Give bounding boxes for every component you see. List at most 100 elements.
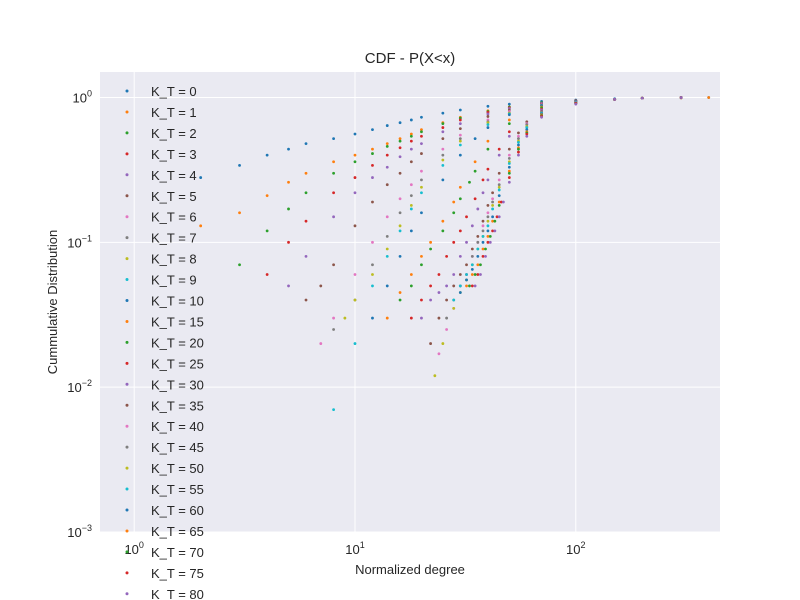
data-point xyxy=(332,191,335,195)
data-point xyxy=(452,284,456,288)
data-point xyxy=(468,284,471,288)
data-point xyxy=(486,104,490,108)
data-point xyxy=(517,140,520,144)
legend-marker xyxy=(125,89,129,93)
data-point xyxy=(265,273,269,276)
data-point xyxy=(613,98,617,101)
legend-label: K_T = 65 xyxy=(151,524,204,539)
data-point xyxy=(517,150,520,154)
data-point xyxy=(465,263,468,267)
data-point xyxy=(479,273,482,276)
data-point xyxy=(476,207,480,211)
data-point xyxy=(441,126,445,129)
y-tick-label: 10−3 xyxy=(67,523,92,540)
data-point xyxy=(371,128,374,132)
data-point xyxy=(441,147,445,151)
data-point xyxy=(437,291,441,294)
legend-label: K_T = 5 xyxy=(151,189,197,204)
data-point xyxy=(476,263,480,267)
data-point xyxy=(507,169,511,173)
data-point xyxy=(409,284,413,288)
data-point xyxy=(445,254,449,258)
data-point xyxy=(420,254,423,258)
data-point xyxy=(332,171,335,175)
data-point xyxy=(398,254,402,258)
data-point xyxy=(420,185,423,189)
data-point xyxy=(429,342,432,345)
data-point xyxy=(468,180,471,184)
legend-label: K_T = 15 xyxy=(151,314,204,329)
data-point xyxy=(398,298,402,302)
data-point xyxy=(409,118,413,122)
y-tick-label: 100 xyxy=(73,89,92,106)
data-point xyxy=(491,191,494,195)
legend-label: K_T = 25 xyxy=(151,356,204,371)
data-point xyxy=(441,178,445,182)
x-tick-label: 100 xyxy=(124,540,143,557)
data-point xyxy=(304,171,308,175)
data-point xyxy=(199,176,203,179)
data-point xyxy=(507,156,511,160)
legend-marker xyxy=(125,131,129,135)
data-point xyxy=(473,197,477,201)
legend-label: K_T = 0 xyxy=(151,84,197,99)
data-point xyxy=(420,263,423,267)
data-point xyxy=(495,215,499,219)
legend-label: K_T = 30 xyxy=(151,377,204,392)
data-point xyxy=(433,374,437,378)
legend-label: K_T = 1 xyxy=(151,105,197,120)
data-point xyxy=(465,240,468,244)
data-point xyxy=(445,316,449,320)
data-point xyxy=(420,128,423,132)
data-point xyxy=(452,306,456,310)
legend-marker xyxy=(125,299,129,302)
data-point xyxy=(525,128,529,132)
data-point xyxy=(497,153,501,157)
data-point xyxy=(398,197,402,201)
data-point xyxy=(574,102,578,106)
data-point xyxy=(332,215,335,219)
data-point xyxy=(484,254,487,258)
data-point xyxy=(385,215,389,219)
data-point xyxy=(640,96,644,100)
data-point xyxy=(473,273,477,276)
data-point xyxy=(452,298,456,302)
data-point xyxy=(445,298,449,302)
data-point xyxy=(458,108,462,112)
data-point xyxy=(441,219,445,223)
data-point xyxy=(409,229,413,233)
data-point xyxy=(332,137,335,141)
data-point xyxy=(476,247,480,251)
data-point xyxy=(287,207,290,211)
legend-label: K_T = 70 xyxy=(151,545,204,560)
x-tick-label: 102 xyxy=(566,540,585,557)
data-point xyxy=(486,147,490,151)
legend-label: K_T = 8 xyxy=(151,252,197,267)
legend-marker xyxy=(125,361,129,365)
data-point xyxy=(398,137,402,141)
data-point xyxy=(476,234,480,238)
data-point xyxy=(385,144,389,148)
data-point xyxy=(481,219,485,223)
data-point xyxy=(332,408,335,412)
data-point xyxy=(458,254,462,258)
data-point xyxy=(398,291,402,294)
data-point xyxy=(371,152,374,155)
data-point xyxy=(319,342,323,345)
data-point xyxy=(429,240,432,244)
data-point xyxy=(493,219,497,223)
data-point xyxy=(501,200,505,204)
data-point xyxy=(517,131,520,135)
data-point xyxy=(343,316,347,320)
legend-marker xyxy=(125,194,129,198)
data-point xyxy=(470,284,474,288)
data-point xyxy=(441,342,445,345)
data-point xyxy=(486,211,490,215)
legend-marker xyxy=(125,445,129,449)
data-point xyxy=(287,180,290,184)
data-point xyxy=(491,200,494,204)
legend-marker xyxy=(125,592,129,596)
data-point xyxy=(497,178,501,182)
data-point xyxy=(497,194,501,198)
data-point xyxy=(437,352,441,356)
